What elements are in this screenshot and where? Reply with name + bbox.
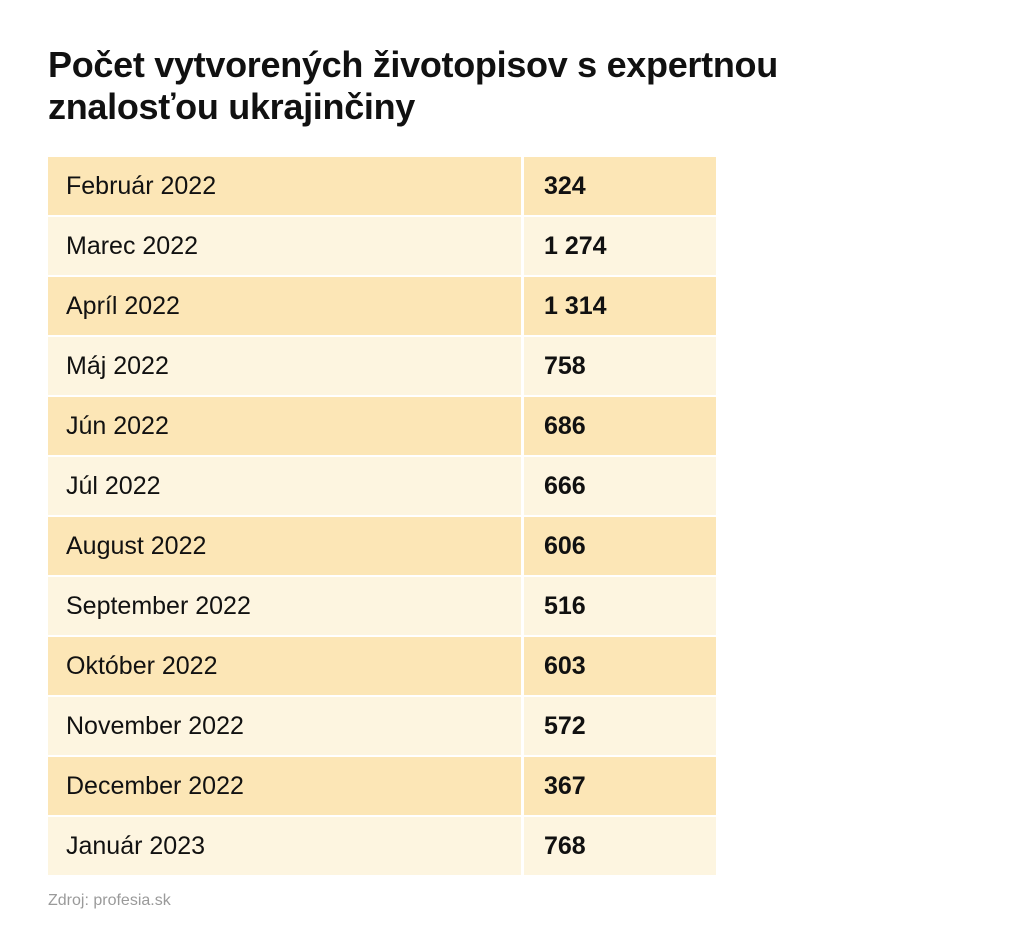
month-cell: Január 2023 <box>48 816 523 877</box>
table-row: Júl 2022 666 <box>48 456 716 517</box>
month-cell: December 2022 <box>48 756 523 817</box>
month-cell: Jún 2022 <box>48 396 523 457</box>
month-cell: November 2022 <box>48 696 523 757</box>
month-cell: Október 2022 <box>48 636 523 697</box>
title: Počet vytvorených životopisov s expertno… <box>48 44 778 127</box>
value-cell: 606 <box>521 516 716 577</box>
value-cell: 324 <box>521 157 716 217</box>
table-row: Jún 2022 686 <box>48 396 716 457</box>
table-row: Október 2022 603 <box>48 636 716 697</box>
table-row: Apríl 2022 1 314 <box>48 276 716 337</box>
value-cell: 1 274 <box>521 216 716 277</box>
value-cell: 666 <box>521 456 716 517</box>
table-row: September 2022 516 <box>48 576 716 637</box>
value-cell: 516 <box>521 576 716 637</box>
month-cell: Júl 2022 <box>48 456 523 517</box>
value-cell: 1 314 <box>521 276 716 337</box>
table-row: November 2022 572 <box>48 696 716 757</box>
table-row: Február 2022 324 <box>48 157 716 217</box>
value-cell: 603 <box>521 636 716 697</box>
month-cell: August 2022 <box>48 516 523 577</box>
value-cell: 758 <box>521 336 716 397</box>
month-cell: Marec 2022 <box>48 216 523 277</box>
table-row: Január 2023 768 <box>48 816 716 877</box>
month-cell: Apríl 2022 <box>48 276 523 337</box>
data-table: Február 2022 324 Marec 2022 1 274 Apríl 2022… <box>48 157 716 877</box>
month-cell: September 2022 <box>48 576 523 637</box>
table-row: Marec 2022 1 274 <box>48 216 716 277</box>
value-cell: 367 <box>521 756 716 817</box>
value-cell: 572 <box>521 696 716 757</box>
month-cell: Máj 2022 <box>48 336 523 397</box>
value-cell: 686 <box>521 396 716 457</box>
value-cell: 768 <box>521 816 716 877</box>
table-row: December 2022 367 <box>48 756 716 817</box>
month-cell: Február 2022 <box>48 157 523 217</box>
table-row: Máj 2022 758 <box>48 336 716 397</box>
source: Zdroj: profesia.sk <box>48 892 171 909</box>
table-row: August 2022 606 <box>48 516 716 577</box>
